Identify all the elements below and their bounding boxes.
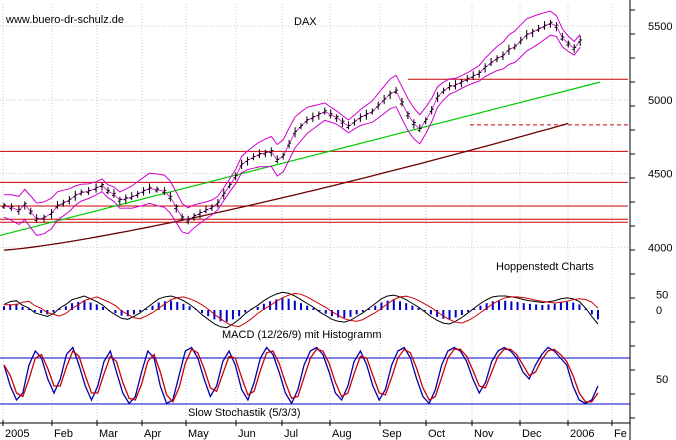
price-tick-label: 5000 (648, 95, 672, 107)
stochastic-d-line (3, 348, 599, 403)
x-tick-label: Jul (284, 428, 298, 440)
price-panel (0, 10, 628, 251)
x-tick-label: Apr (144, 428, 161, 440)
price-tick-label: 5500 (648, 21, 672, 33)
x-tick-label: 2006 (570, 428, 594, 440)
stochastic-label: Slow Stochastik (5/3/3) (188, 407, 301, 419)
stochastic-panel (0, 346, 630, 405)
watermark-text: www.buero-dr-schulz.de (5, 14, 124, 26)
bollinger-upper (3, 10, 581, 209)
x-tick-label: Oct (428, 428, 445, 440)
macd-signal-line (4, 292, 599, 328)
macd-panel (3, 291, 599, 329)
source-label: Hoppenstedt Charts (496, 261, 594, 273)
x-tick-label: Dec (522, 428, 542, 440)
x-tick-label: May (188, 428, 209, 440)
macd-line (3, 291, 599, 329)
x-tick-label: Jun (238, 428, 256, 440)
x-tick-label: Aug (332, 428, 352, 440)
x-tick-label: Fe (614, 428, 627, 440)
bollinger-lower (3, 34, 581, 236)
x-tick-label: Nov (474, 428, 494, 440)
stochastic-k-line (3, 346, 599, 405)
x-tick-label: Feb (54, 428, 73, 440)
x-tick-label: 2005 (5, 428, 29, 440)
moving-average-200 (3, 122, 569, 251)
macd-tick-label: 0 (656, 305, 662, 317)
grid (0, 4, 630, 424)
macd-tick-label: 50 (656, 289, 668, 301)
x-tick-label: Mar (99, 428, 118, 440)
trend-line (0, 81, 601, 237)
macd-label: MACD (12/26/9) mit Histogramm (222, 329, 382, 341)
chart-title: DAX (294, 16, 317, 28)
price-tick-label: 4500 (648, 169, 672, 181)
x-tick-label: Sep (382, 428, 402, 440)
stochastic-tick-label: 50 (656, 374, 668, 386)
price-tick-label: 4000 (648, 242, 672, 254)
